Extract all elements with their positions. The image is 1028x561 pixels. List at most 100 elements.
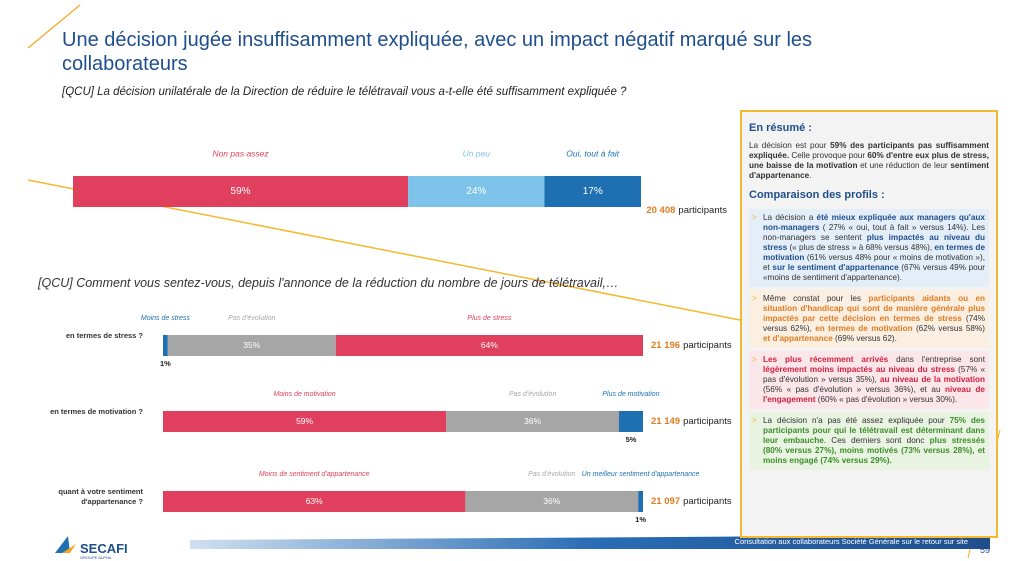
text-run: (69% versus 62). [832, 333, 897, 343]
text-run: et d'appartenance [763, 333, 833, 343]
slide-title: Une décision jugée insuffisamment expliq… [62, 29, 813, 75]
logo-text: SECAFI [80, 541, 128, 556]
text-run: (61% versus 48% pour « moins de motivati… [763, 252, 985, 272]
participants-count: 21 097 [651, 496, 680, 507]
segment-name: Pas d'évolution [509, 391, 556, 398]
text-run: (56% « pas d'évolution » versus 36%), et… [763, 384, 946, 394]
text-run: La décision n'a pas été assez expliquée … [763, 415, 950, 425]
page-number: 59 [980, 545, 991, 555]
segment-name: Moins de stress [141, 315, 191, 322]
value-label: 64% [481, 340, 498, 350]
decor-line [27, 4, 81, 49]
text-run: Celle provoque pour [789, 151, 868, 161]
bullet: La décision a été mieux expliquée aux ma… [749, 208, 989, 287]
text-run: légèrement moins impactés au niveau du s… [763, 364, 955, 374]
segment-name: Oui, tout à fait [566, 148, 620, 158]
value-label: 24% [466, 186, 486, 197]
logo-sub: GROUPE ALPHA [80, 555, 112, 560]
text-run: en termes de motivation [815, 323, 913, 333]
logo-mark [55, 536, 70, 553]
value-label: 1% [635, 515, 646, 524]
text-run: (67% versus 49% pour «moins de sentiment… [763, 262, 985, 282]
text-run: 59% des participants pas suffisamment ex… [749, 141, 989, 161]
participants-unit: participants [683, 496, 732, 507]
participants-count: 21 149 [651, 416, 680, 427]
participants: 21 196 participants [651, 340, 732, 351]
text-run: La décision a [763, 212, 817, 222]
bar-segment [619, 411, 643, 432]
bar-segment [544, 176, 641, 207]
bullet: Même constat pour les participants aidan… [749, 289, 989, 348]
value-label: 59% [296, 416, 313, 426]
bar-segment [163, 411, 447, 432]
question: [QCU] Comment vous sentez-vous, depuis l… [38, 276, 619, 290]
value-label: 59% [231, 186, 251, 197]
text-run: (60% « pas d'évolution » versus 30%). [815, 394, 958, 404]
text-run: Les plus récemment arrivés [763, 354, 889, 364]
logo-mark [62, 544, 76, 553]
segment-name: Non pas assez [212, 148, 269, 158]
text-run: sentiment d'appartenance [749, 161, 989, 181]
bar-segment [408, 176, 545, 207]
bar-segment [465, 491, 639, 512]
summary-intro: La décision est pour 59% des participant… [749, 141, 989, 181]
participants-count: 21 196 [651, 340, 680, 351]
text-run: 75% des participants pour qui le télétra… [763, 415, 985, 445]
segment-name: Plus de stress [467, 315, 511, 322]
bar-segment [335, 335, 643, 356]
row-label: quant à votre sentiment d'appartenance ? [58, 487, 143, 506]
text-run: (« plus de stress » à 68% versus 48%), [787, 242, 935, 252]
value-label: 1% [160, 359, 171, 368]
text-run: au niveau de la motivation [879, 374, 985, 384]
bar-segment [167, 335, 336, 356]
bar-segment [638, 491, 643, 512]
participants-unit: participants [678, 205, 727, 216]
summary-box: En résumé : La décision est pour 59% des… [740, 110, 998, 538]
bar-segment [73, 176, 409, 207]
participants: 21 149 participants [651, 416, 732, 427]
row-label: en termes de motivation ? [50, 407, 143, 416]
text-run: niveau de l'engagement [763, 384, 985, 404]
bar-segment [446, 411, 619, 432]
text-run: sur le sentiment d'appartenance [772, 262, 899, 272]
text-run: . Ces derniers sont donc [823, 435, 930, 445]
participants-count: 20 408 [646, 205, 675, 216]
segment-name: Un meilleur sentiment d'appartenance [582, 471, 700, 478]
bar-segment [163, 491, 466, 512]
segment-name: Pas d'évolution [528, 471, 575, 478]
text-run: ( 27% « oui, tout à fait » versus 14%). … [763, 222, 985, 242]
bar-segment [163, 335, 168, 356]
participants: 20 408 participants [646, 205, 727, 216]
participants-unit: participants [683, 340, 732, 351]
text-run: . [809, 171, 812, 181]
value-label: 36% [543, 496, 560, 506]
text-run: (62% versus 58%) [912, 323, 985, 333]
text-run: Même constat pour les [763, 293, 869, 303]
bullet: La décision n'a pas été assez expliquée … [749, 411, 989, 470]
value-label: 35% [243, 340, 260, 350]
value-label: 17% [583, 186, 603, 197]
row-label: en termes de stress ? [65, 331, 143, 340]
value-label: 5% [626, 435, 637, 444]
value-label: 63% [306, 496, 323, 506]
text-run: (57% « pas d'évolution » versus 35%), [763, 364, 986, 384]
footer-caption: Consultation aux collaborateurs Société … [734, 537, 968, 546]
segment-name: Moins de sentiment d'appartenance [259, 471, 370, 478]
text-run: 60% d'entre eux plus de stress, une bais… [749, 151, 989, 171]
text-run: en termes de motivation [763, 242, 985, 262]
segment-name: Moins de motivation [273, 391, 335, 398]
segment-name: Pas d'évolution [228, 315, 275, 322]
question: [QCU] La décision unilatérale de la Dire… [62, 86, 627, 98]
bullet-list: La décision a été mieux expliquée aux ma… [749, 208, 989, 470]
value-label: 36% [524, 416, 541, 426]
text-run: participants aidants ou en situation d'h… [763, 293, 985, 323]
summary-subheading: Comparaison des profils : [749, 189, 885, 202]
text-run: plus impactés au niveau du stress [763, 232, 986, 252]
text-run: et une réduction de leur [857, 161, 951, 171]
participants: 21 097 participants [651, 496, 732, 507]
footer-band [190, 535, 990, 549]
participants-unit: participants [683, 416, 732, 427]
bullet: Les plus récemment arrivés dans l'entrep… [749, 350, 989, 409]
